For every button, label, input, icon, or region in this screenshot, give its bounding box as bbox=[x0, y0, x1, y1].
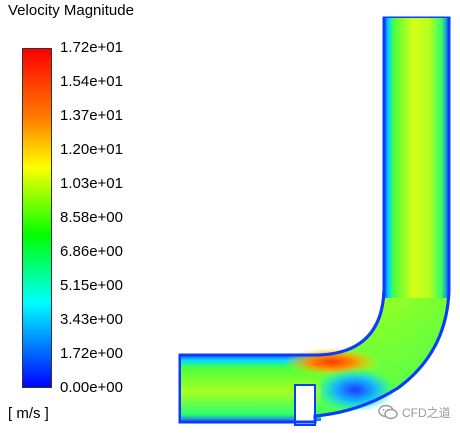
colorbar-tick-label: 5.15e+00 bbox=[60, 277, 123, 294]
colorbar-tick-label: 1.03e+01 bbox=[60, 175, 123, 192]
colorbar-tick-label: 3.43e+00 bbox=[60, 311, 123, 328]
colorbar-tick-label: 1.72e+00 bbox=[60, 345, 123, 362]
wechat-icon bbox=[378, 404, 398, 420]
colorbar-tick-label: 1.20e+01 bbox=[60, 141, 123, 158]
watermark-text: CFD之道 bbox=[402, 405, 451, 420]
colorbar-tick-label: 0.00e+00 bbox=[60, 379, 123, 396]
watermark: CFD之道 bbox=[378, 402, 451, 422]
colorbar-tick-label: 1.72e+01 bbox=[60, 39, 123, 56]
colorbar-tick-label: 1.37e+01 bbox=[60, 107, 123, 124]
colorbar-tick-label: 1.54e+01 bbox=[60, 73, 123, 90]
colorbar-tick-label: 6.86e+00 bbox=[60, 243, 123, 260]
colorbar bbox=[22, 48, 52, 388]
colorbar-tick-label: 8.58e+00 bbox=[60, 209, 123, 226]
legend-title: Velocity Magnitude bbox=[8, 2, 134, 19]
legend-unit: [ m/s ] bbox=[8, 405, 49, 422]
